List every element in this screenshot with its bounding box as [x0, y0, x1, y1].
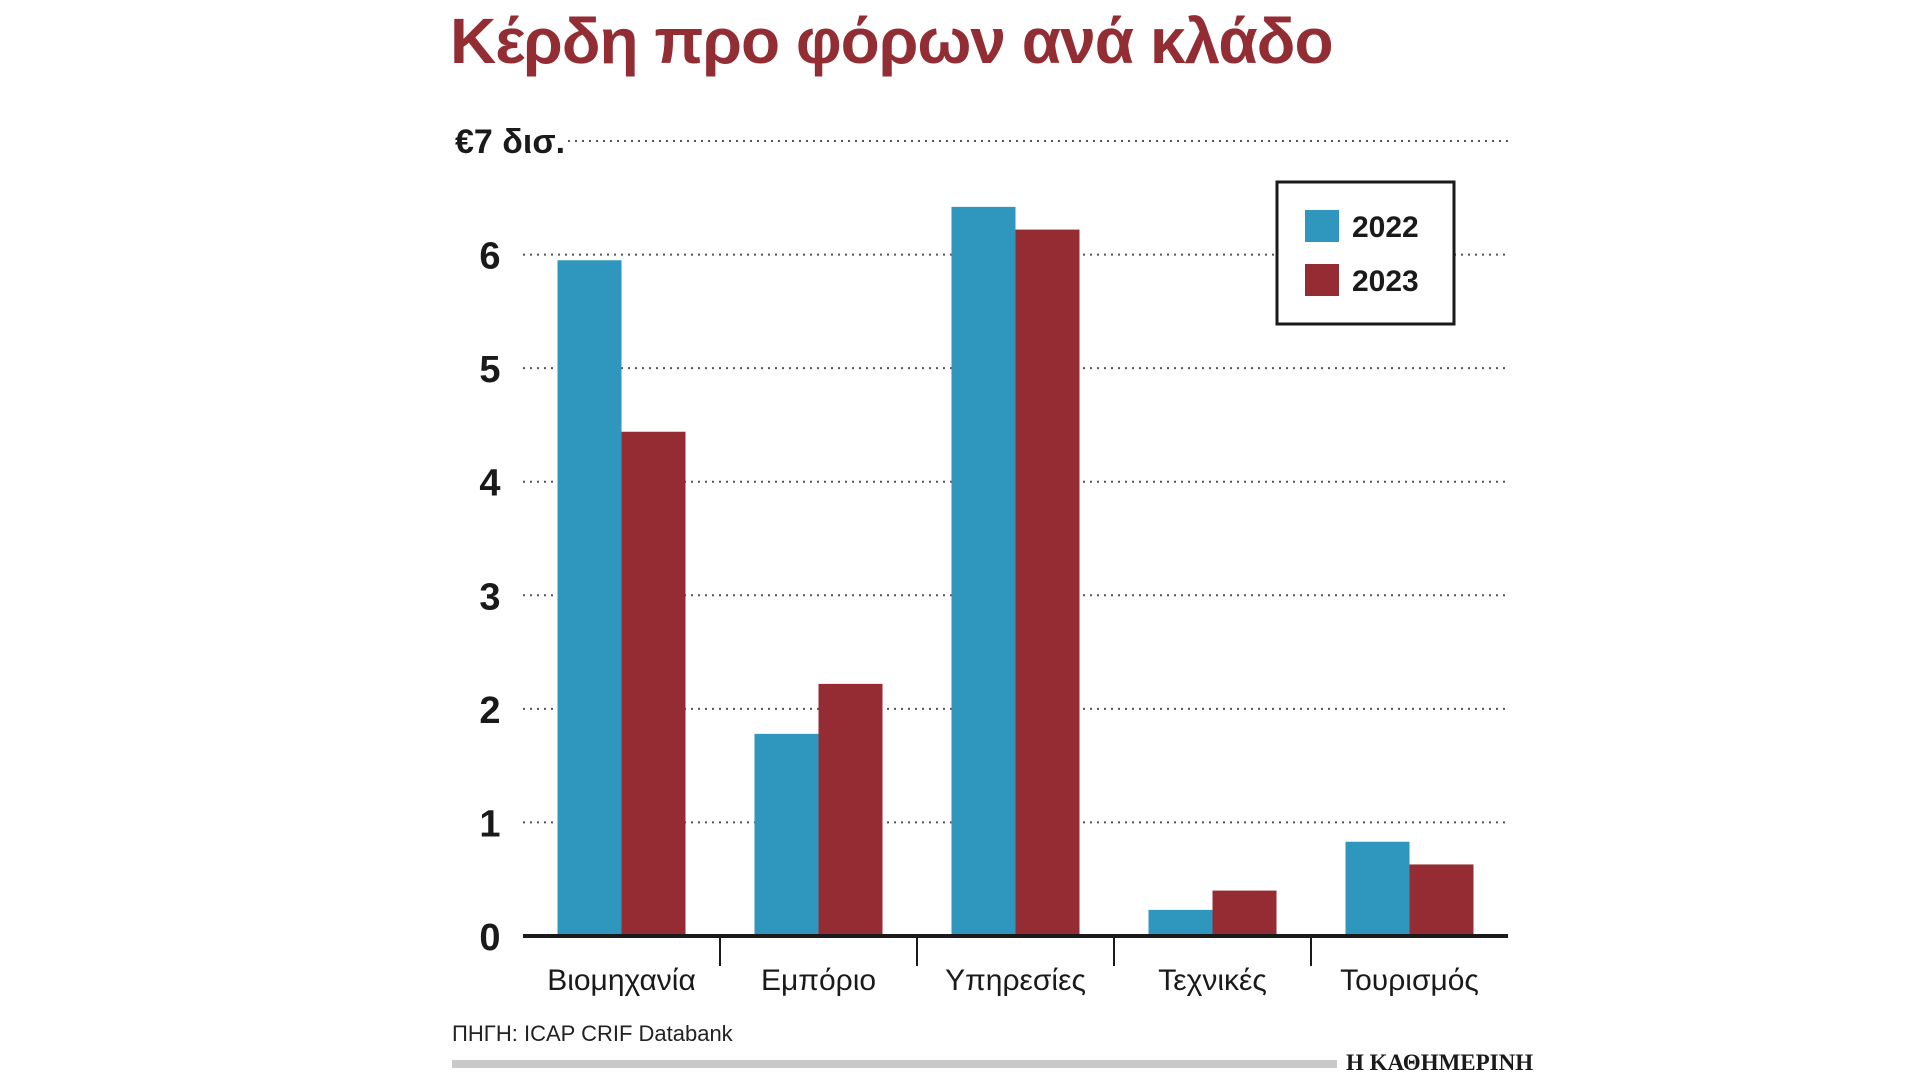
legend-swatch-2022	[1305, 210, 1339, 242]
footer-rule	[452, 1060, 1337, 1068]
x-category-label: Εμπόριο	[761, 964, 876, 997]
x-category-label: Τεχνικές	[1158, 964, 1267, 997]
legend-label: 2023	[1352, 265, 1419, 298]
bar-2022-3	[951, 206, 1016, 936]
bar-2023-5	[1409, 864, 1474, 936]
y-unit-label: €7 δισ.	[455, 123, 565, 161]
x-category-label: Υπηρεσίες	[945, 964, 1086, 997]
bar-2023-1	[621, 431, 686, 936]
y-tick-label: 0	[479, 917, 500, 959]
legend-swatch-2023	[1305, 264, 1339, 296]
bar-2022-1	[557, 260, 622, 936]
bar-2022-5	[1345, 841, 1410, 936]
y-tick-label: 5	[479, 349, 500, 391]
x-category-label: Βιομηχανία	[547, 964, 696, 997]
y-tick-label: 1	[479, 803, 500, 845]
bar-2022-2	[754, 733, 819, 936]
source-note: ΠΗΓΗ: ICAP CRIF Databank	[452, 1021, 733, 1046]
publisher-logo: Η ΚΑΘΗΜΕΡΙΝΗ	[1346, 1050, 1534, 1075]
chart-title: Κέρδη προ φόρων ανά κλάδο	[450, 5, 1334, 77]
bar-2022-4	[1148, 909, 1213, 936]
bar-2023-4	[1212, 890, 1277, 936]
bar-2023-3	[1015, 229, 1080, 937]
y-tick-label: 2	[479, 690, 500, 732]
legend-box	[1275, 180, 1456, 326]
y-tick-label: 6	[479, 236, 500, 278]
y-tick-label: 4	[479, 463, 500, 505]
x-category-label: Τουρισμός	[1340, 964, 1479, 997]
legend-label: 2022	[1352, 211, 1419, 244]
y-tick-label: 3	[479, 576, 500, 618]
bar-2023-2	[818, 683, 883, 936]
